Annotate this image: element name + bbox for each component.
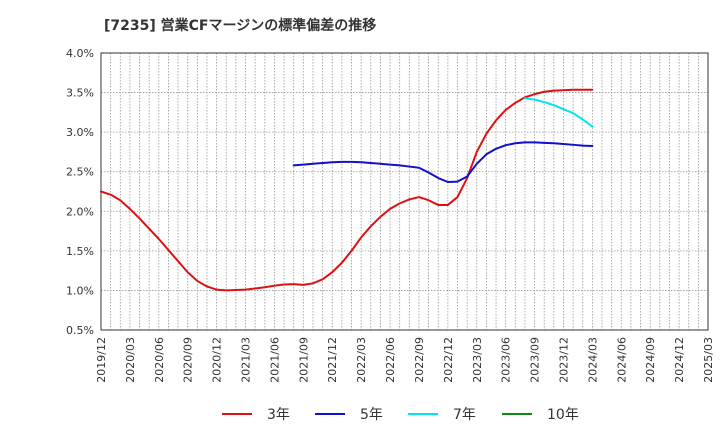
legend-label: 5年: [360, 407, 383, 423]
series-line-7年: [523, 97, 594, 128]
y-tick-label: 2.0%: [66, 205, 94, 218]
y-tick-label: 0.5%: [66, 324, 94, 337]
x-axis-ticks: 2019/12 2020/03 2020/06 2020/09 2020/12 2021/…: [95, 337, 715, 383]
x-tick-label: 2021/06: [268, 337, 281, 383]
y-tick-label: 2.5%: [66, 166, 94, 179]
legend: 3年 5年 7年 10年: [222, 407, 579, 423]
y-tick-label: 4.0%: [66, 47, 94, 60]
legend-label: 3年: [267, 407, 290, 423]
x-tick-label: 2023/12: [557, 337, 570, 383]
x-tick-label: 2022/06: [384, 337, 397, 383]
y-tick-label: 1.0%: [66, 284, 94, 297]
y-tick-label: 3.5%: [66, 87, 94, 100]
x-tick-label: 2023/06: [500, 337, 513, 383]
x-tick-label: 2020/03: [124, 337, 137, 383]
plot-background: [101, 53, 708, 330]
legend-label: 7年: [453, 407, 476, 423]
x-tick-label: 2020/09: [182, 337, 195, 383]
x-tick-label: 2022/03: [355, 337, 368, 383]
legend-label: 10年: [547, 407, 579, 423]
series-line-3年: [100, 88, 594, 292]
x-tick-label: 2023/03: [471, 337, 484, 383]
x-tick-label: 2024/09: [644, 337, 657, 383]
chart-title: [7235] 営業CFマージンの標準偏差の推移: [104, 17, 376, 34]
x-tick-label: 2023/09: [529, 337, 542, 383]
y-axis-ticks: 0.5% 1.0% 1.5% 2.0% 2.5% 3.0% 3.5% 4.0%: [66, 47, 94, 337]
x-tick-label: 2025/03: [702, 337, 715, 383]
x-tick-label: 2021/09: [297, 337, 310, 383]
x-tick-label: 2024/03: [586, 337, 599, 383]
series-line-5年: [292, 141, 594, 183]
x-tick-label: 2024/12: [673, 337, 686, 383]
series-lines: [100, 88, 594, 292]
x-tick-label: 2021/03: [240, 337, 253, 383]
x-tick-label: 2021/12: [326, 337, 339, 383]
grid-lines: [101, 53, 708, 330]
y-tick-label: 1.5%: [66, 245, 94, 258]
x-tick-label: 2019/12: [95, 337, 108, 383]
x-tick-label: 2020/12: [211, 337, 224, 383]
x-tick-label: 2022/12: [442, 337, 455, 383]
x-tick-label: 2024/06: [615, 337, 628, 383]
x-tick-label: 2022/09: [413, 337, 426, 383]
y-tick-label: 3.0%: [66, 126, 94, 139]
x-tick-label: 2020/06: [153, 337, 166, 383]
